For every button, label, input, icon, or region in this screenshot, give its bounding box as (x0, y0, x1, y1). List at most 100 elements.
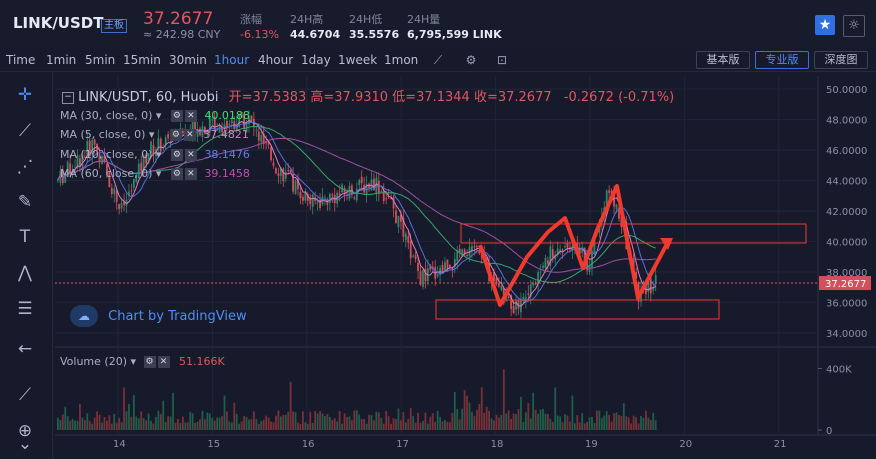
settings-icon[interactable]: ⚙ (170, 110, 183, 122)
tf-1week[interactable]: 1week (338, 53, 378, 67)
ma30-label[interactable]: MA (30, close, 0) (60, 109, 153, 122)
close-icon[interactable]: ✕ (157, 356, 170, 368)
candle-body (218, 125, 221, 133)
crosshair-icon[interactable]: ✛ (17, 85, 33, 105)
volume-bar (355, 410, 358, 430)
screenshot-icon[interactable]: ⊡ (496, 53, 508, 67)
volume-bar (115, 422, 118, 430)
volume-bar (346, 417, 348, 430)
tradingview-watermark[interactable]: ☁ Chart by TradingView (70, 305, 247, 327)
tf-15min[interactable]: 15min (123, 53, 161, 67)
view-basic-button[interactable]: 基本版 (696, 51, 750, 69)
settings-icon[interactable]: ⚙ (170, 149, 183, 161)
collapse-legend-icon[interactable]: − (62, 91, 74, 104)
volume-bar (466, 395, 468, 430)
settings-icon[interactable]: ⚙ (465, 53, 477, 67)
candle-body (238, 114, 241, 127)
tf-5min[interactable]: 5min (85, 53, 116, 67)
volume-bar (502, 369, 505, 430)
time-tick-label: 15 (207, 439, 220, 450)
text-icon[interactable]: T (19, 227, 31, 247)
candle-body (429, 265, 432, 270)
candle-body (402, 218, 405, 237)
close-icon[interactable]: ✕ (183, 129, 196, 141)
settings-icon[interactable]: ⚙ (169, 129, 182, 141)
ma5-legend: MA (5, close, 0) ▾ ⚙ ✕ 37.4821 (60, 128, 249, 141)
pattern-icon[interactable]: ⋀ (18, 263, 32, 283)
volume-bar (191, 413, 194, 430)
star-icon[interactable]: ★ (815, 15, 835, 35)
close-icon[interactable]: ✕ (184, 168, 197, 180)
volume-bar (414, 422, 417, 430)
candle-body (578, 247, 581, 255)
candle-body (257, 131, 260, 141)
settings-icon[interactable]: ⚙ (143, 356, 156, 368)
tf-1hour[interactable]: 1hour (214, 53, 250, 67)
candle-body (373, 178, 375, 190)
candle-body (586, 260, 588, 271)
tf-30min[interactable]: 30min (169, 53, 207, 67)
volume-bar (167, 416, 170, 430)
candle-body (324, 197, 326, 199)
brush-icon[interactable]: ✎ (17, 192, 33, 212)
view-depth-button[interactable]: 深度图 (814, 51, 868, 69)
candle-body (515, 300, 517, 310)
watermark-text: Chart by TradingView (108, 308, 247, 324)
close-icon[interactable]: ✕ (184, 149, 197, 161)
sun-icon[interactable]: ☼ (843, 15, 865, 37)
candle-body (436, 274, 439, 277)
volume-bar (279, 416, 282, 430)
volume-bar (647, 417, 650, 430)
collapse-chevron-icon[interactable]: ⌄ (17, 434, 33, 454)
time-tick-label: 18 (491, 439, 504, 450)
candle-body (309, 197, 312, 205)
zoom-in-icon[interactable]: ⊕ (17, 421, 33, 441)
ma10-label[interactable]: MA (10, close, 0) (60, 148, 153, 161)
candle-body (191, 121, 194, 135)
candle-body (282, 168, 285, 182)
indicator-icon[interactable]: ⟋ (433, 53, 443, 67)
time-tick-label: 21 (774, 439, 787, 450)
volume-bar (164, 422, 167, 430)
candle-body (123, 201, 125, 206)
candle-body (463, 249, 466, 255)
candle-body (147, 153, 150, 164)
prediction-icon[interactable]: ☰ (17, 299, 33, 319)
ma5-label[interactable]: MA (5, close, 0) (60, 128, 146, 141)
ma60-label[interactable]: MA (60, close, 0) (60, 167, 153, 180)
volume-bar (331, 419, 334, 430)
volume-bar (61, 414, 64, 430)
settings-icon[interactable]: ⚙ (170, 168, 183, 180)
trendline-icon[interactable]: ⟋ (19, 121, 31, 141)
back-arrow-icon[interactable]: ← (17, 339, 33, 359)
pair-name[interactable]: LINK/USDT (13, 14, 104, 32)
ruler-icon[interactable]: ⟋ (19, 385, 31, 405)
candle-body (461, 249, 464, 257)
fib-icon[interactable]: ⋰ (16, 157, 34, 177)
close-icon[interactable]: ✕ (184, 110, 197, 122)
legend-change: -0.2672 (-0.71%) (563, 90, 675, 105)
candle-body (635, 272, 637, 279)
arrow-head (660, 238, 673, 250)
tf-1min[interactable]: 1min (46, 53, 77, 67)
tf-1day[interactable]: 1day (301, 53, 331, 67)
volume-bar (527, 403, 530, 430)
volume-bar (573, 423, 576, 430)
volume-bar (488, 410, 490, 430)
volume-bar (304, 422, 307, 430)
ma30-legend: MA (30, close, 0) ▾ ⚙ ✕ 40.0188 (60, 109, 250, 122)
tf-1mon[interactable]: 1mon (384, 53, 419, 67)
volume-bar (387, 416, 390, 430)
candle-body (216, 129, 219, 131)
volume-bar (108, 415, 111, 430)
tf-time[interactable]: Time (6, 53, 36, 67)
candle-body (206, 132, 209, 135)
view-pro-button[interactable]: 专业版 (755, 51, 809, 69)
volume-bar (603, 415, 606, 430)
volume-label[interactable]: Volume (20) (60, 355, 127, 368)
volume-bar (243, 416, 245, 430)
volume-bar (284, 414, 287, 430)
candle-body (169, 141, 172, 143)
tf-4hour[interactable]: 4hour (258, 53, 294, 67)
